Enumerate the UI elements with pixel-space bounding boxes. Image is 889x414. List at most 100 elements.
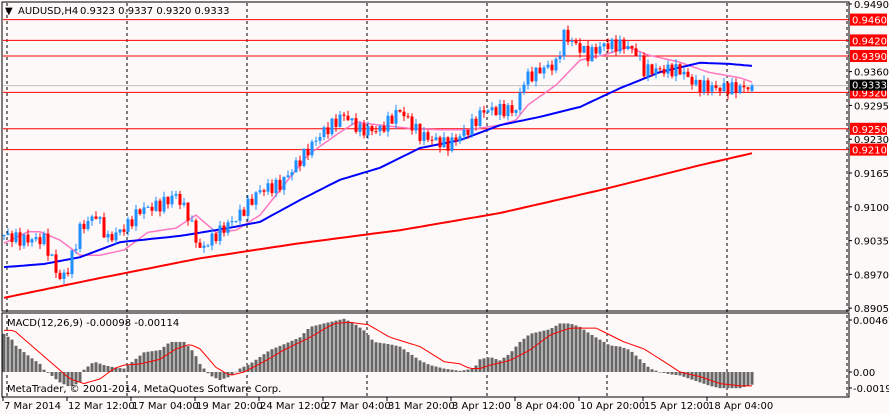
candle-body bbox=[618, 39, 622, 52]
main-pane-border bbox=[1, 1, 850, 312]
candle-body bbox=[566, 29, 570, 42]
macd-label: MACD(12,26,9) -0.00098 -0.00114 bbox=[7, 318, 179, 329]
macd-histogram-bar bbox=[10, 339, 14, 372]
candle-body bbox=[174, 193, 178, 196]
candle-body bbox=[198, 242, 202, 248]
candle-body bbox=[458, 136, 462, 142]
candle-body bbox=[22, 234, 26, 246]
macd-histogram-bar bbox=[38, 363, 42, 372]
macd-histogram-bar bbox=[238, 368, 242, 372]
macd-histogram-bar bbox=[334, 320, 338, 372]
candle-body bbox=[526, 71, 530, 85]
candle-body bbox=[654, 68, 658, 75]
macd-histogram-bar bbox=[610, 345, 614, 372]
price-tick-label: 0.9295 bbox=[854, 101, 889, 112]
time-tick-label: 24 Mar 12:00 bbox=[260, 401, 327, 412]
price-tick-label: 0.9100 bbox=[854, 203, 889, 214]
candle-body bbox=[282, 176, 286, 191]
candle-body bbox=[314, 140, 318, 142]
macd-histogram-bar bbox=[374, 342, 378, 372]
candle-body bbox=[538, 67, 542, 74]
symbol-label: AUDUSD,H4 bbox=[18, 6, 78, 17]
price-axis: 0.9460 0.9420 0.9390 0.9320 0.9250 0.9210 0.93… bbox=[849, 0, 889, 395]
candle-body bbox=[634, 48, 638, 56]
macd-histogram-bar bbox=[398, 346, 402, 372]
macd-histogram-bar bbox=[658, 372, 662, 373]
macd-histogram-bar bbox=[662, 372, 666, 373]
macd-histogram-bar bbox=[582, 329, 586, 372]
macd-histogram-bar bbox=[514, 346, 518, 372]
macd-histogram-bar bbox=[738, 372, 742, 389]
macd-histogram-bar bbox=[642, 362, 646, 372]
moving-average-mid bbox=[3, 61, 753, 269]
macd-histogram-bar bbox=[602, 341, 606, 372]
candle-body bbox=[610, 39, 614, 50]
macd-histogram-bar bbox=[338, 319, 342, 372]
macd-histogram-bar bbox=[678, 372, 682, 376]
candle-body bbox=[686, 71, 690, 77]
candle-body bbox=[218, 225, 222, 242]
macd-histogram-bar bbox=[170, 341, 174, 372]
macd-histogram-bar bbox=[594, 337, 598, 372]
candle-body bbox=[726, 83, 730, 95]
candle-body bbox=[698, 79, 702, 92]
menu-triangle-down-icon[interactable]: ▼ bbox=[5, 6, 13, 17]
macd-histogram-bar bbox=[154, 350, 158, 372]
candle-body bbox=[438, 137, 442, 148]
macd-histogram-bar bbox=[370, 339, 374, 372]
macd-histogram-bar bbox=[462, 370, 466, 372]
candles bbox=[2, 25, 754, 284]
macd-histogram-bar bbox=[218, 372, 222, 381]
macd-histogram-bar bbox=[646, 366, 650, 372]
macd-histogram-bar bbox=[482, 358, 486, 372]
candle-body bbox=[746, 87, 750, 90]
macd-histogram-bar bbox=[486, 357, 490, 372]
candle-body bbox=[182, 202, 186, 205]
macd-histogram-bar bbox=[406, 352, 410, 372]
macd-histogram-bar bbox=[442, 368, 446, 372]
macd-histogram-bar bbox=[378, 342, 382, 372]
candle-body bbox=[486, 110, 490, 113]
macd-histogram-bar bbox=[498, 360, 502, 372]
candle-body bbox=[466, 129, 470, 135]
candle-body bbox=[446, 137, 450, 151]
candle-body bbox=[386, 115, 390, 132]
candle-body bbox=[682, 71, 686, 75]
macd-histogram-bar bbox=[270, 349, 274, 372]
candle-body bbox=[542, 67, 546, 74]
candle-body bbox=[94, 216, 98, 219]
candle-body bbox=[274, 179, 278, 194]
macd-histogram-bar bbox=[410, 354, 414, 372]
candle-body bbox=[78, 223, 82, 249]
macd-histogram-bar bbox=[470, 368, 474, 372]
candle-body bbox=[670, 64, 674, 77]
macd-histogram-bar bbox=[318, 324, 322, 372]
candle-body bbox=[338, 114, 342, 127]
candle-body bbox=[38, 237, 42, 245]
candle-body bbox=[166, 196, 170, 205]
candle-body bbox=[510, 105, 514, 113]
macd-histogram-bar bbox=[286, 342, 290, 372]
macd-histogram-bar bbox=[566, 323, 570, 372]
time-tick-label: 27 Mar 04:00 bbox=[324, 401, 391, 412]
macd-histogram-bar bbox=[6, 336, 10, 372]
macd-histogram-bar bbox=[166, 343, 170, 372]
candle-body bbox=[674, 64, 678, 77]
macd-histogram-bar bbox=[718, 372, 722, 389]
macd-histogram-bar bbox=[278, 345, 282, 372]
macd-histogram-bar bbox=[570, 324, 574, 372]
macd-histogram-bar bbox=[622, 347, 626, 372]
macd-histogram-bar bbox=[382, 343, 386, 372]
macd-histogram-bar bbox=[530, 333, 534, 372]
candle-body bbox=[98, 217, 102, 219]
candle-body bbox=[54, 254, 58, 273]
macd-histogram-bar bbox=[682, 372, 686, 377]
bid-price-label: 0.9333 bbox=[852, 81, 887, 92]
macd-histogram-bar bbox=[74, 372, 78, 385]
macd-histogram-bar bbox=[78, 372, 82, 383]
candle-body bbox=[502, 103, 506, 117]
macd-histogram-bar bbox=[354, 324, 358, 372]
candle-body bbox=[126, 219, 130, 232]
macd-histogram-bar bbox=[446, 369, 450, 372]
